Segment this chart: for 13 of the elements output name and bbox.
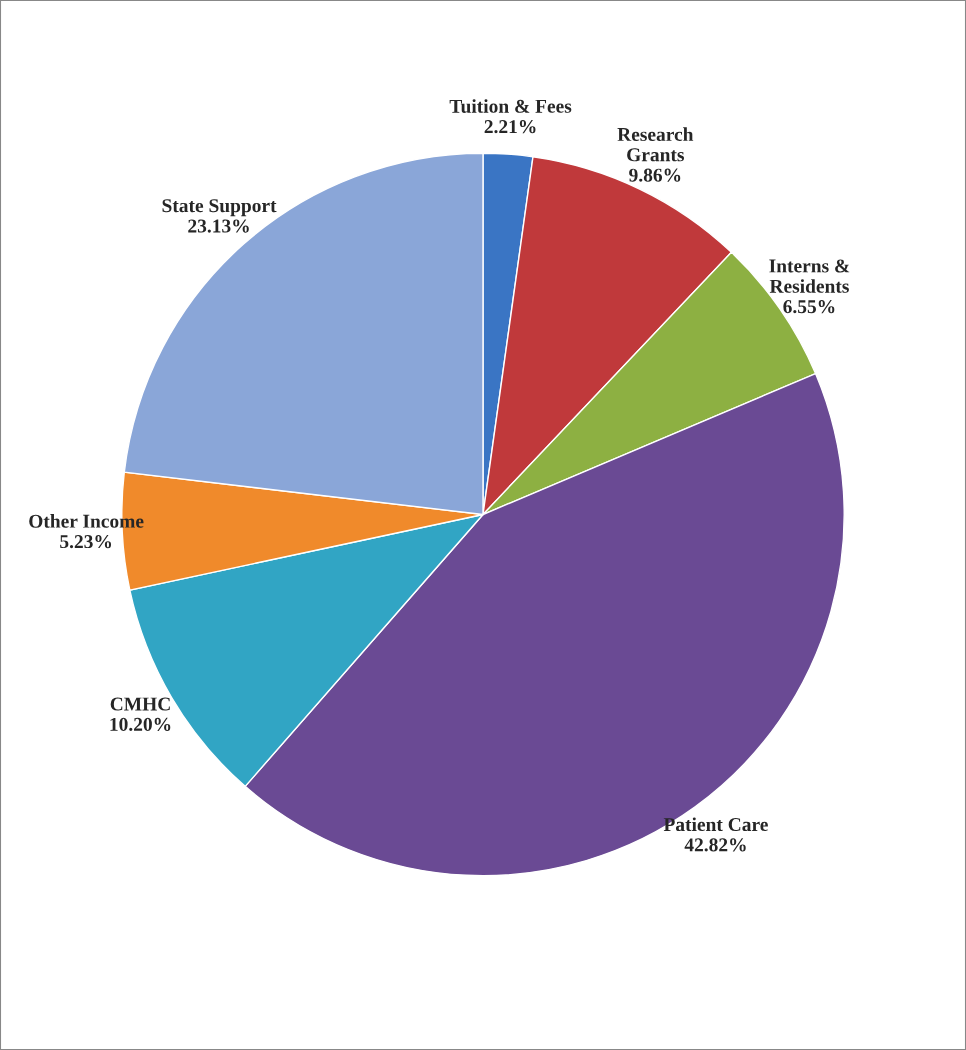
slice-label: State Support [162,199,277,217]
data-label: 23.13% [188,219,249,233]
data-label: 10.20% [110,717,171,732]
slice-label: Research Grants [617,127,694,162]
data-label: 9.86% [629,168,681,182]
slice-label: Patient Care [663,817,768,832]
data-label: 6.55% [783,300,835,314]
slice-label: CMHC [110,697,170,711]
data-label: 2.21% [484,120,536,134]
slice-label: Tuition & Fees [449,99,572,113]
data-label: 5.23% [60,535,112,549]
data-label: 42.82% [684,838,746,852]
slice-label: Interns & Residents [769,259,850,293]
